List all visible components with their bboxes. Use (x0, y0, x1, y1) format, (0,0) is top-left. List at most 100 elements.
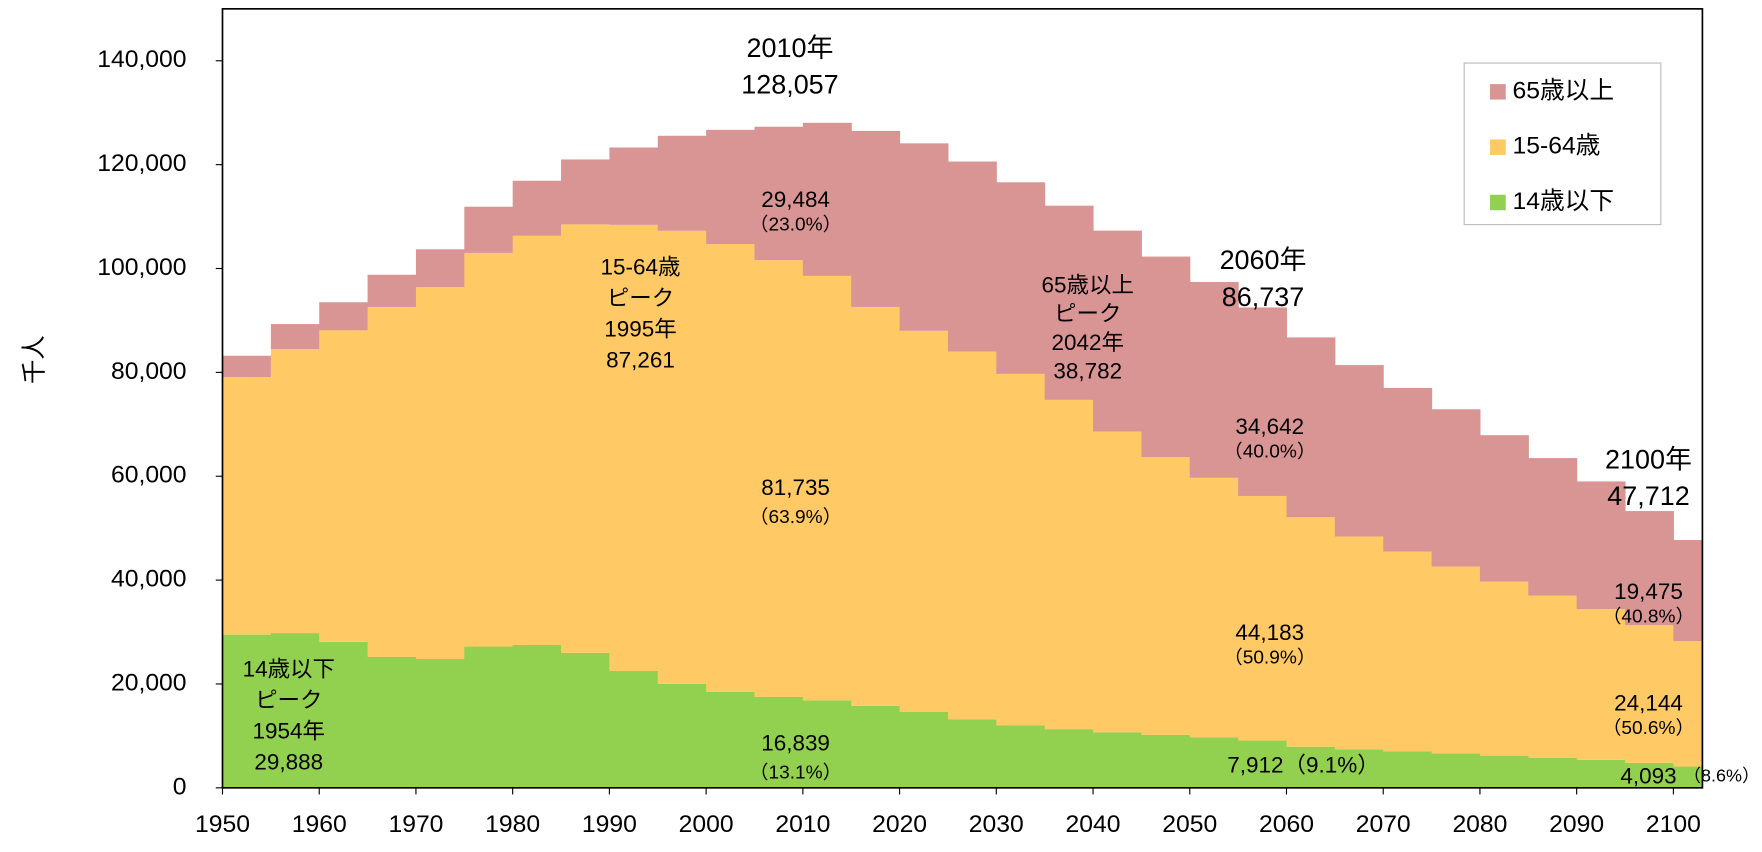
bar-segment (1383, 551, 1433, 752)
bar-segment (512, 180, 562, 236)
legend-swatch (1490, 139, 1506, 155)
bar-segment (1334, 365, 1384, 537)
bar-segment (1044, 399, 1094, 730)
bar-segment (899, 712, 949, 788)
bar-segment (1431, 753, 1481, 788)
bar-segment (1431, 409, 1481, 567)
x-tick-label: 1970 (388, 811, 443, 838)
bar-segment (1528, 757, 1578, 788)
bar-segment (561, 224, 610, 653)
bar-segment (657, 683, 707, 788)
y-tick-label: 40,000 (111, 566, 187, 593)
bar-segment (947, 719, 997, 788)
x-tick-label: 1990 (582, 811, 637, 838)
annotation: 87,261 (606, 348, 675, 373)
bar-segment (319, 302, 369, 331)
bar-segment (899, 143, 949, 331)
bar-segment (1576, 481, 1626, 610)
legend-swatch (1490, 194, 1506, 211)
y-axis-label: 千人 (20, 335, 48, 384)
bar-segment (996, 725, 1046, 788)
bar-segment (1189, 282, 1239, 478)
bar-segment (1238, 495, 1288, 741)
bar-segment (1383, 751, 1433, 788)
annotation: 128,057 (741, 70, 838, 100)
bar-segment (1093, 431, 1142, 733)
y-tick-label: 0 (173, 773, 187, 800)
x-tick-label: 1950 (195, 811, 250, 838)
bar-segment (657, 230, 707, 684)
legend-label: 65歳以上 (1513, 76, 1615, 104)
bar-segment (802, 700, 852, 788)
bar-segment (367, 306, 417, 657)
bar-segment (1625, 762, 1674, 788)
bar-segment (996, 373, 1046, 726)
annotation: ピーク (1054, 301, 1121, 326)
annotation: （23.0%） (749, 214, 841, 236)
bar-segment (1334, 749, 1384, 788)
y-tick-label: 60,000 (111, 462, 187, 489)
plot-frame (221, 8, 1704, 789)
annotation: 7,912（9.1%） (1227, 753, 1379, 778)
bar-segment (222, 355, 272, 378)
bar-segment (851, 705, 901, 788)
y-tick-label: 120,000 (97, 150, 186, 177)
annotation: 2042年 (1052, 330, 1124, 355)
annotation: 14歳以下 (243, 657, 335, 682)
bar-segment (270, 633, 320, 788)
annotation: （50.6%） (1602, 717, 1694, 739)
bar-segment (512, 645, 562, 788)
bar-segment (657, 135, 707, 231)
x-tick-label: 2100 (1646, 811, 1701, 838)
bar-segment (1044, 205, 1094, 400)
bar-segment (222, 634, 272, 788)
bar-segment (464, 206, 514, 253)
bar-segment (1286, 337, 1336, 518)
annotation: 81,735 (761, 475, 830, 500)
x-tick-label: 2020 (872, 811, 927, 838)
bar-segment (1334, 536, 1384, 750)
annotation: 86,737 (1222, 282, 1304, 312)
legend-label: 15-64歳 (1513, 132, 1601, 160)
y-tick-label: 20,000 (111, 670, 187, 697)
bar-segment (1479, 435, 1529, 582)
bar-segment (1673, 641, 1703, 767)
bar-segment (1238, 307, 1288, 496)
bar-segment (1189, 737, 1239, 788)
bar-segment (899, 330, 949, 713)
bar-segment (222, 377, 272, 635)
legend-swatch (1490, 84, 1506, 100)
bar-segment (1625, 625, 1674, 763)
x-tick-label: 2050 (1162, 811, 1217, 838)
bar-segment (512, 235, 562, 646)
bar-segment (947, 161, 997, 352)
bar-segment (1673, 766, 1703, 788)
x-tick-label: 2000 (679, 811, 734, 838)
bar-segment (706, 691, 756, 788)
x-tick-label: 2090 (1549, 811, 1604, 838)
bar-segment (1286, 746, 1336, 788)
chart-body: 千人 0 20,000 40,000 60,000 80,000 100,000 120,0… (20, 8, 1760, 838)
bar-segment (1528, 458, 1578, 596)
bar-segment (1576, 759, 1626, 788)
annotation: （8.6%） (1683, 766, 1760, 786)
bar-segment (802, 122, 852, 276)
annotation: 16,839 (761, 731, 830, 756)
annotation: 2060年 (1220, 245, 1307, 275)
bar-segment (1141, 734, 1191, 788)
bar-segment (1044, 729, 1094, 788)
annotation: 15-64歳 (601, 255, 681, 280)
annotation: 29,484 (761, 187, 830, 212)
bar-segment (319, 641, 369, 788)
bar-segment (561, 159, 610, 225)
annotation: （40.8%） (1602, 606, 1694, 628)
bar-segment (754, 260, 804, 697)
bar-segment (754, 126, 804, 261)
x-tick-label: 2080 (1452, 811, 1507, 838)
legend-label: 14歳以下 (1513, 187, 1615, 215)
annotation: （63.9%） (749, 506, 841, 528)
x-tick-label: 1980 (485, 811, 540, 838)
annotation: ピーク (607, 286, 674, 311)
bar-segment (270, 349, 320, 634)
bar-segment (1625, 511, 1674, 626)
